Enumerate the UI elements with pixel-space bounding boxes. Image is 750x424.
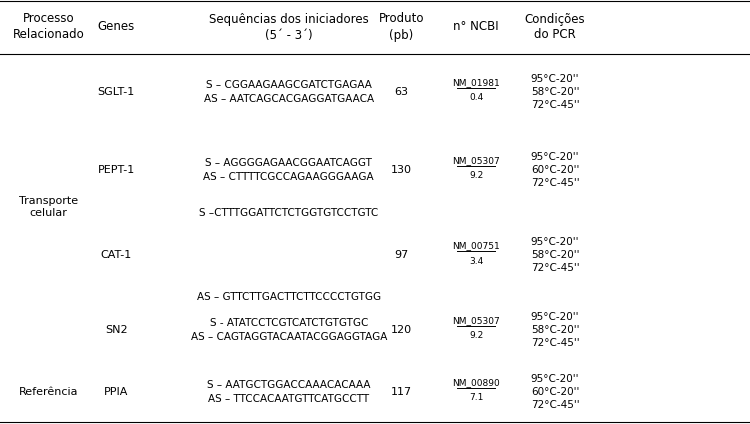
Text: Condições
do PCR: Condições do PCR: [525, 12, 585, 42]
Text: S – CGGAAGAAGCGATCTGAGAA: S – CGGAAGAAGCGATCTGAGAA: [206, 81, 372, 90]
Text: Referência: Referência: [19, 387, 79, 397]
Text: 7.1: 7.1: [469, 393, 484, 402]
Text: 95°C-20''
60°C-20''
72°C-45'': 95°C-20'' 60°C-20'' 72°C-45'': [531, 152, 579, 188]
Text: 95°C-20''
58°C-20''
72°C-45'': 95°C-20'' 58°C-20'' 72°C-45'': [531, 312, 579, 348]
Text: SGLT-1: SGLT-1: [98, 87, 135, 97]
Text: S - ATATCCTCGTCATCTGTGTGC: S - ATATCCTCGTCATCTGTGTGC: [209, 318, 368, 329]
Text: 9.2: 9.2: [470, 332, 483, 340]
Text: 9.2: 9.2: [470, 171, 483, 181]
Text: PEPT-1: PEPT-1: [98, 165, 135, 175]
Text: 95°C-20''
60°C-20''
72°C-45'': 95°C-20'' 60°C-20'' 72°C-45'': [531, 374, 579, 410]
Text: 0.4: 0.4: [470, 94, 483, 103]
Text: S – AGGGGAGAACGGAATCAGGT: S – AGGGGAGAACGGAATCAGGT: [206, 159, 372, 168]
Text: S –CTTTGGATTCTCTGGTGTCCTGTC: S –CTTTGGATTCTCTGGTGTCCTGTC: [200, 208, 378, 218]
Text: Produto
(pb): Produto (pb): [379, 12, 424, 42]
Text: Transporte
celular: Transporte celular: [20, 196, 78, 218]
Text: Genes: Genes: [98, 20, 135, 33]
Text: AS – CTTTTCGCCAGAAGGGAAGA: AS – CTTTTCGCCAGAAGGGAAGA: [203, 171, 374, 181]
Text: AS – TTCCACAATGTTCATGCCTT: AS – TTCCACAATGTTCATGCCTT: [209, 393, 369, 404]
Text: Sequências dos iniciadores
(5´ - 3´): Sequências dos iniciadores (5´ - 3´): [209, 12, 369, 42]
Text: NM_05307: NM_05307: [452, 316, 500, 326]
Text: NM_05307: NM_05307: [452, 156, 500, 165]
Text: 63: 63: [394, 87, 408, 97]
Text: 95°C-20''
58°C-20''
72°C-45'': 95°C-20'' 58°C-20'' 72°C-45'': [531, 237, 579, 273]
Text: 120: 120: [391, 325, 412, 335]
Text: 97: 97: [394, 250, 408, 260]
Text: n° NCBI: n° NCBI: [454, 20, 499, 33]
Text: NM_00890: NM_00890: [452, 379, 500, 388]
Text: AS – AATCAGCACGAGGATGAACA: AS – AATCAGCACGAGGATGAACA: [204, 94, 374, 103]
Text: PPIA: PPIA: [104, 387, 128, 397]
Text: S – AATGCTGGACCAAACACAAA: S – AATGCTGGACCAAACACAAA: [207, 380, 370, 391]
Text: CAT-1: CAT-1: [100, 250, 132, 260]
Text: 130: 130: [391, 165, 412, 175]
Text: NM_00751: NM_00751: [452, 242, 500, 251]
Text: Processo
Relacionado: Processo Relacionado: [13, 12, 85, 42]
Text: 95°C-20''
58°C-20''
72°C-45'': 95°C-20'' 58°C-20'' 72°C-45'': [531, 74, 579, 110]
Text: 3.4: 3.4: [470, 257, 483, 265]
Text: SN2: SN2: [105, 325, 128, 335]
Text: NM_01981: NM_01981: [452, 78, 500, 87]
Text: AS – GTTCTTGACTTCTTCCCCTGTGG: AS – GTTCTTGACTTCTTCCCCTGTGG: [196, 292, 381, 302]
Text: 117: 117: [391, 387, 412, 397]
Text: AS – CAGTAGGTACAATACGGAGGTAGA: AS – CAGTAGGTACAATACGGAGGTAGA: [190, 332, 387, 341]
